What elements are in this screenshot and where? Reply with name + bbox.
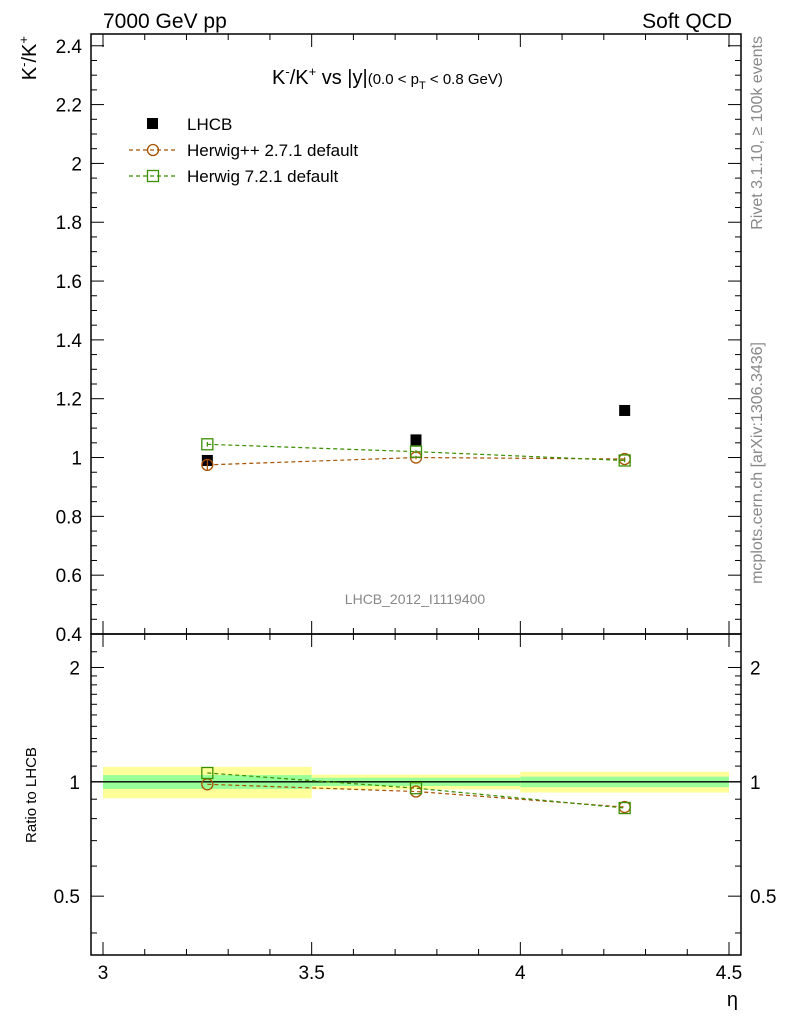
x-axis-title: η (727, 989, 738, 1011)
plot-title-sup2: + (309, 64, 317, 79)
plot-title-slash: /K (290, 67, 310, 89)
analysis-watermark: LHCB_2012_I1119400 (345, 591, 486, 607)
collision-label: 7000 GeV pp (103, 10, 227, 33)
y-axis-title: K-/K+ (16, 36, 41, 80)
y-tick-label: 0.6 (56, 566, 82, 587)
plot-title-range-end: < 0.8 GeV) (426, 71, 503, 88)
y-axis-title-sup1: - (16, 63, 31, 67)
y-tick-label: 2 (71, 154, 82, 175)
x-tick-label: 3.5 (298, 963, 324, 984)
y-tick-label: 1.4 (56, 331, 83, 352)
legend-marker-herwigpp (146, 143, 160, 157)
ratio-tick-label-right: 0.5 (750, 887, 776, 908)
y-tick-label: 1.8 (56, 213, 82, 234)
plot-title-range: (0.0 < p (368, 71, 419, 88)
ratio-point (409, 782, 423, 795)
x-tick-label: 3 (98, 963, 109, 984)
plot-title: K-/K+ vs |y|(0.0 < pT < 0.8 GeV) (272, 64, 503, 92)
legend-label-lhcb: LHCB (187, 115, 232, 134)
y-tick-label: 0.4 (56, 625, 83, 646)
upper-plot-marks (201, 404, 631, 472)
rivet-label: Rivet 3.1.10, ≥ 100k events (749, 36, 766, 230)
y-tick-label: 0.8 (56, 507, 82, 528)
data-point (410, 434, 422, 446)
ratio-tick-label-right: 1 (750, 773, 761, 794)
legend-marker-herwig7 (146, 169, 160, 183)
ratio-point (201, 766, 214, 780)
ratio-plot-marks (201, 766, 631, 815)
y-axis-title-slash: /K (19, 43, 41, 63)
plot-title-sup1: - (285, 64, 289, 79)
plot-title-sub: T (419, 80, 426, 92)
ratio-tick-label: 2 (69, 658, 80, 679)
legend-label-herwigpp: Herwig++ 2.7.1 default (187, 141, 358, 160)
legend: LHCB Herwig++ 2.7.1 default Herwig 7.2.1… (129, 115, 358, 186)
ratio-tick-label: 0.5 (54, 887, 80, 908)
y-tick-label: 1.2 (56, 390, 82, 411)
data-point (619, 404, 631, 416)
x-tick-label: 4.5 (716, 963, 742, 984)
legend-label-herwig7: Herwig 7.2.1 default (187, 167, 338, 186)
data-point (409, 445, 423, 458)
y-axis-title-sup2: + (16, 36, 31, 44)
y-tick-label: 1 (71, 449, 82, 470)
data-point (201, 458, 214, 472)
upper-axis-ticks: 0.4 0.6 0.8 1 1.2 1.4 1.6 1.8 2 2.2 2.4 (56, 34, 741, 646)
ratio-axis-title: Ratio to LHCB (23, 747, 40, 843)
lower-plot-frame (90, 633, 742, 956)
ratio-point (618, 801, 631, 815)
plot-title-vs: vs |y| (316, 67, 368, 89)
data-point (201, 438, 214, 451)
lower-axis-ticks: 0.5 0.5 1 1 2 2 3 3.5 4 4.5 (54, 634, 776, 984)
legend-marker-lhcb (147, 118, 158, 129)
ratio-tick-label: 1 (69, 773, 80, 794)
y-tick-label: 1.6 (56, 272, 82, 293)
mcplots-label: mcplots.cern.ch [arXiv:1306.3436] (749, 342, 766, 584)
category-label: Soft QCD (642, 10, 732, 33)
ratio-tick-label-right: 2 (750, 658, 761, 679)
y-tick-label: 2.2 (56, 96, 82, 117)
x-tick-label: 4 (515, 963, 526, 984)
y-tick-label: 2.4 (56, 37, 83, 58)
ratio-bands (91, 766, 741, 799)
data-point (618, 454, 631, 467)
